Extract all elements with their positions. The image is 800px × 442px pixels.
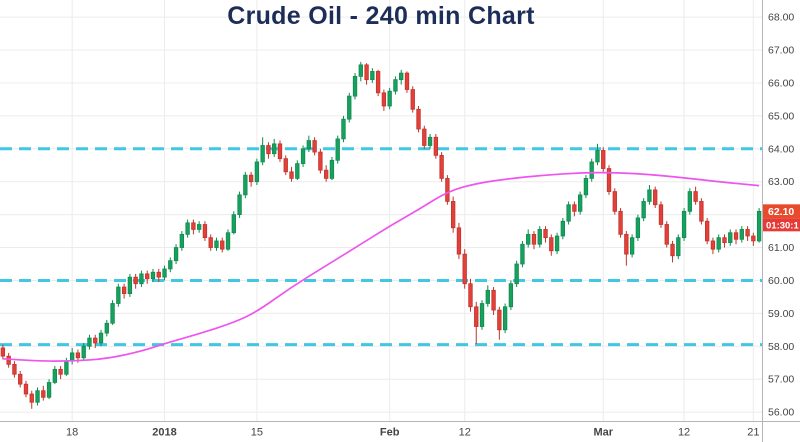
svg-text:56.00: 56.00 [768,407,794,419]
moving-average-line[interactable] [2,171,760,362]
svg-text:12: 12 [678,427,690,439]
support-resistance-lines[interactable] [0,147,762,347]
svg-text:62.10: 62.10 [768,206,794,218]
svg-text:59.00: 59.00 [768,308,794,320]
svg-text:Feb: Feb [380,427,400,439]
svg-text:66.00: 66.00 [768,77,794,89]
svg-text:Mar: Mar [593,427,613,439]
svg-text:60.00: 60.00 [768,275,794,287]
price-axis[interactable]: 68.0067.0066.0065.0064.0063.0062.0061.00… [768,12,794,419]
svg-text:15: 15 [251,427,263,439]
svg-text:64.00: 64.00 [768,143,794,155]
svg-text:2018: 2018 [152,427,176,439]
svg-text:58.00: 58.00 [768,341,794,353]
gridlines [0,0,762,421]
svg-text:61.00: 61.00 [768,242,794,254]
svg-text:01:30:1: 01:30:1 [766,220,799,231]
svg-text:18: 18 [66,427,78,439]
svg-text:65.00: 65.00 [768,110,794,122]
candlesticks [0,61,762,409]
time-axis[interactable]: 18 2018 15 Feb 12 Mar 12 21 [66,427,759,439]
svg-text:68.00: 68.00 [768,12,794,24]
svg-text:67.00: 67.00 [768,45,794,57]
svg-text:57.00: 57.00 [768,374,794,386]
svg-text:21: 21 [747,427,759,439]
bar-countdown-tag: 01:30:1 [763,218,800,232]
svg-text:63.00: 63.00 [768,176,794,188]
last-price-tag: 62.10 [763,204,800,219]
svg-text:12: 12 [459,427,471,439]
